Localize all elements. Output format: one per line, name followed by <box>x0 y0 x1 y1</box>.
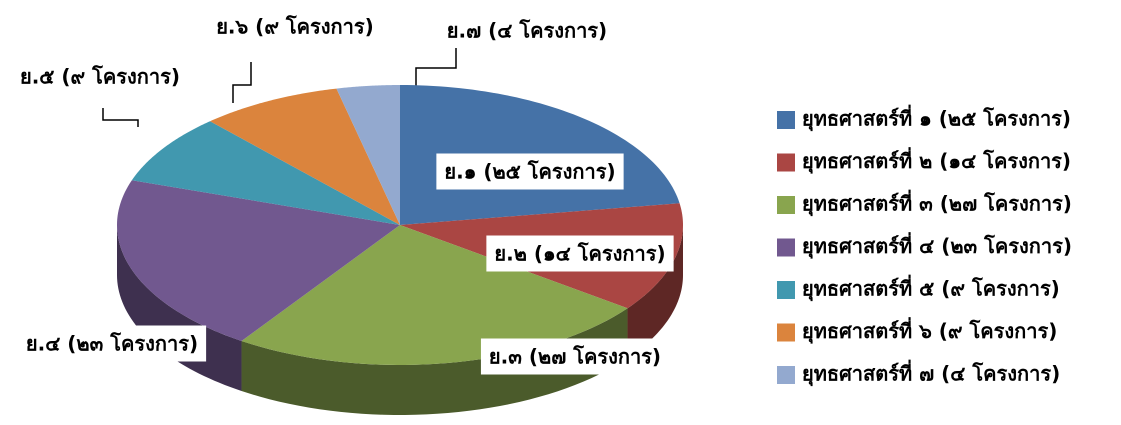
data-label-box <box>17 325 207 362</box>
leader-line <box>232 62 252 103</box>
legend-label: ยุทธศาสตร์ที่ ๕ (๙ โครงการ) <box>802 274 1060 302</box>
data-label: ย.๖ (๙ โครงการ) <box>216 15 374 39</box>
pie-slice <box>241 225 628 365</box>
slice-side <box>627 225 683 359</box>
slice-side <box>241 308 628 415</box>
pie-slice <box>336 85 400 225</box>
legend-swatch <box>777 281 795 299</box>
leader-lines <box>102 48 457 127</box>
legend-swatch <box>777 366 795 384</box>
pie-slice <box>117 180 400 341</box>
data-label: ย.๕ (๙ โครงการ) <box>20 65 180 89</box>
data-label-box <box>486 235 674 272</box>
legend-swatch <box>777 196 795 214</box>
data-label: ย.๓ (๒๗ โครงการ) <box>489 345 661 369</box>
pie-slices <box>117 85 683 365</box>
legend-label: ยุทธศาสตร์ที่ ๗ (๔ โครงการ) <box>802 359 1060 387</box>
pie-slice <box>131 121 400 225</box>
data-label: ย.๗ (๔ โครงการ) <box>447 19 607 43</box>
legend-label: ยุทธศาสตร์ที่ ๔ (๒๓ โครงการ) <box>802 231 1072 259</box>
pie-slice <box>210 88 400 225</box>
leader-line <box>102 108 139 127</box>
data-label: ย.๒ (๑๔ โครงการ) <box>494 242 665 266</box>
data-label-box <box>480 338 670 375</box>
legend-swatch <box>777 153 795 172</box>
legend-label: ยุทธศาสตร์ที่ ๓ (๒๗ โครงการ) <box>802 189 1072 217</box>
legend-swatch <box>777 238 795 257</box>
data-label-box <box>436 153 624 190</box>
legend-label: ยุทธศาสตร์ที่ ๑ (๒๕ โครงการ) <box>802 104 1071 132</box>
slice-side <box>117 225 242 391</box>
legend-swatch <box>777 323 795 342</box>
pie-sides <box>117 225 683 415</box>
legend-swatch <box>777 111 795 129</box>
leader-line <box>415 48 457 86</box>
data-label: ย.๑ (๒๕ โครงการ) <box>444 160 615 184</box>
data-label: ย.๔ (๒๓ โครงการ) <box>26 332 198 356</box>
legend-label: ยุทธศาสตร์ที่ ๖ (๙ โครงการ) <box>802 316 1057 344</box>
legend-label: ยุทธศาสตร์ที่ ๒ (๑๔ โครงการ) <box>802 146 1071 174</box>
